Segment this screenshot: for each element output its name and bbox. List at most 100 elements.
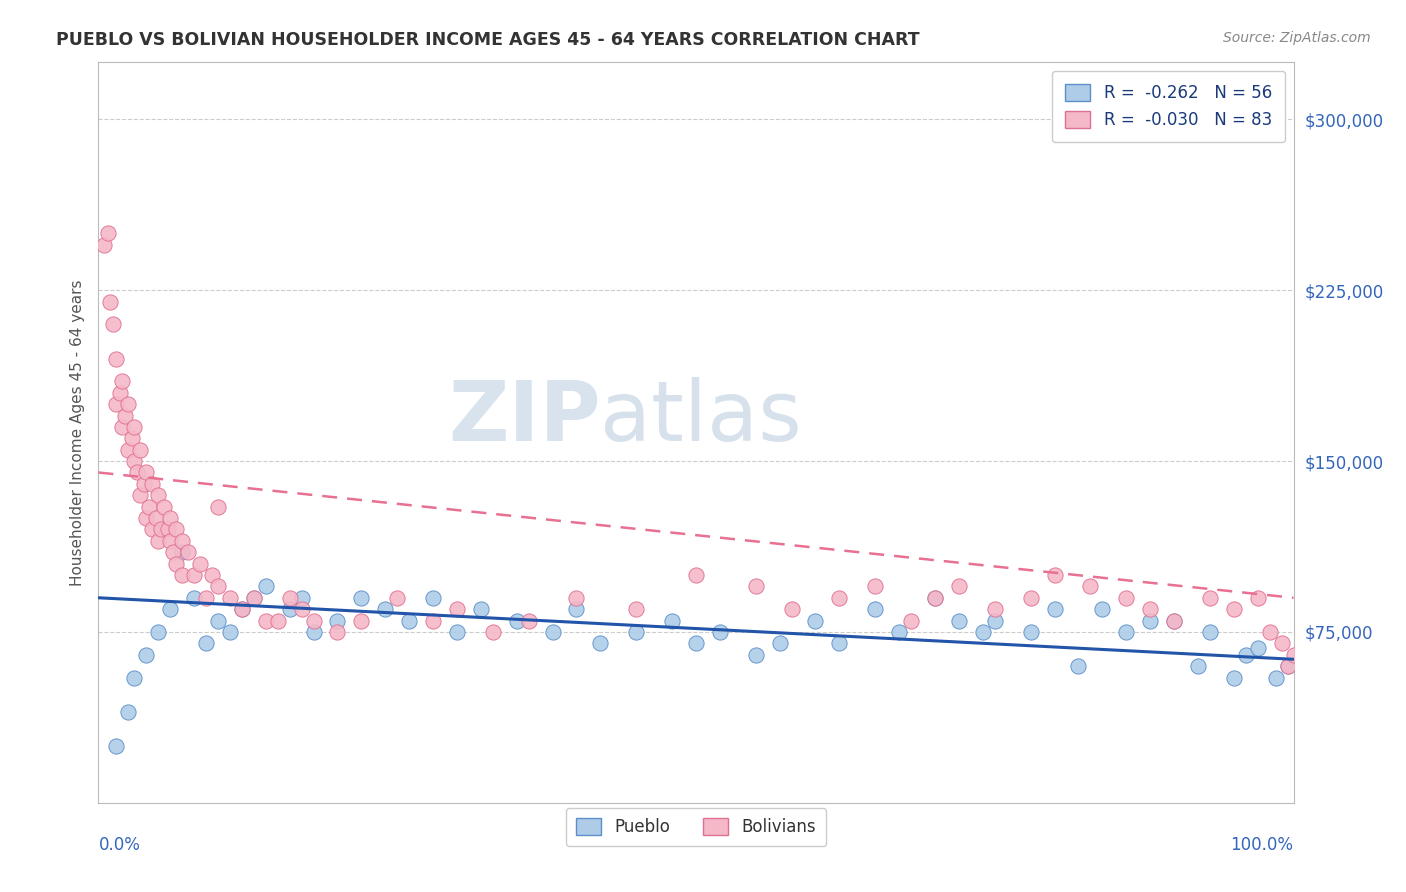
Point [148,533,170,548]
Point [165,557,187,571]
Text: 100.0%: 100.0% [1230,836,1294,855]
Point [183,591,205,605]
Point [159,533,181,548]
Point [135,648,157,662]
Point [924,591,946,605]
Point [685,636,707,650]
Point [219,624,242,639]
Point [135,466,157,480]
Point [422,591,444,605]
Point [159,602,181,616]
Point [219,591,242,605]
Point [470,602,492,616]
Point [201,568,224,582]
Point [1264,671,1286,685]
Point [506,614,529,628]
Text: PUEBLO VS BOLIVIAN HOUSEHOLDER INCOME AGES 45 - 64 YEARS CORRELATION CHART: PUEBLO VS BOLIVIAN HOUSEHOLDER INCOME AG… [56,31,920,49]
Point [291,591,314,605]
Point [267,614,290,628]
Point [124,454,146,468]
Point [482,624,505,639]
Point [326,614,349,628]
Point [148,488,170,502]
Point [1139,602,1161,616]
Point [1247,591,1270,605]
Point [326,624,349,639]
Text: Source: ZipAtlas.com: Source: ZipAtlas.com [1223,31,1371,45]
Point [661,614,683,628]
Point [135,511,157,525]
Point [188,557,211,571]
Point [1139,614,1161,628]
Point [1115,591,1137,605]
Point [972,624,994,639]
Point [165,523,187,537]
Point [900,614,922,628]
Point [769,636,792,650]
Point [374,602,396,616]
Point [149,523,172,537]
Point [626,602,648,616]
Point [948,614,970,628]
Point [124,420,146,434]
Point [243,591,266,605]
Point [350,614,373,628]
Point [105,397,128,411]
Point [141,523,163,537]
Y-axis label: Householder Income Ages 45 - 64 years: Householder Income Ages 45 - 64 years [69,279,84,586]
Point [129,442,152,457]
Point [984,614,1007,628]
Point [243,591,266,605]
Point [132,476,155,491]
Point [177,545,200,559]
Point [1019,624,1042,639]
Point [1043,602,1066,616]
Point [105,739,128,753]
Point [828,591,851,605]
Point [350,591,373,605]
Point [626,624,648,639]
Point [745,648,768,662]
Point [385,591,409,605]
Point [195,591,218,605]
Point [93,237,115,252]
Point [804,614,827,628]
Point [1043,568,1066,582]
Point [1187,659,1209,673]
Point [1223,671,1246,685]
Point [195,636,218,650]
Point [117,442,139,457]
Point [1247,640,1270,655]
Legend: Pueblo, Bolivians: Pueblo, Bolivians [565,808,827,847]
Point [541,624,564,639]
Point [114,409,136,423]
Point [889,624,911,639]
Text: ZIP: ZIP [449,377,600,458]
Point [1234,648,1257,662]
Point [207,500,229,514]
Point [148,624,170,639]
Point [865,602,887,616]
Point [1258,624,1281,639]
Point [231,602,253,616]
Point [565,591,588,605]
Point [828,636,851,650]
Point [162,545,184,559]
Point [1091,602,1114,616]
Point [172,533,194,548]
Point [446,602,468,616]
Point [589,636,612,650]
Point [745,579,768,593]
Point [117,397,139,411]
Point [1223,602,1246,616]
Point [183,568,205,582]
Point [685,568,707,582]
Point [278,591,301,605]
Point [565,602,588,616]
Point [121,431,143,445]
Point [1282,648,1305,662]
Point [865,579,887,593]
Point [207,614,229,628]
Point [141,476,163,491]
Point [422,614,444,628]
